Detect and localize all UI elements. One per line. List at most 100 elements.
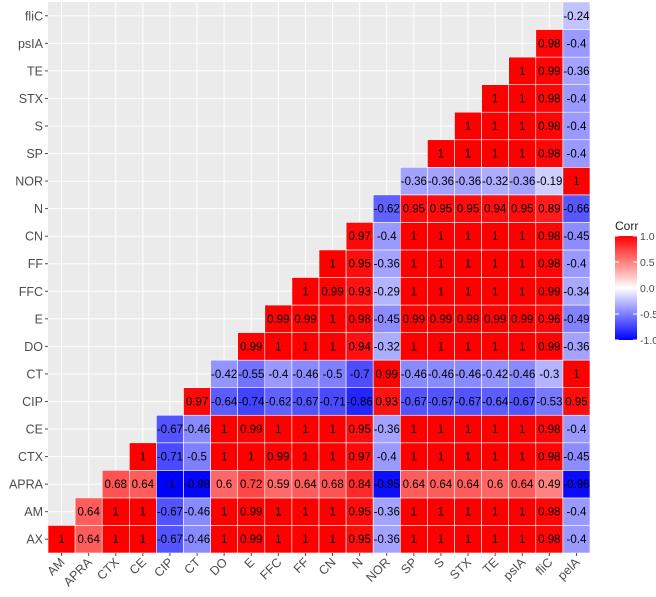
cell-value-label: 0.99 xyxy=(267,314,289,326)
cell-value-label: -0.45 xyxy=(563,452,589,464)
cell-value-label: -0.4 xyxy=(268,369,288,381)
cell-value-label: 1 xyxy=(438,452,444,464)
cell-value-label: 1 xyxy=(221,424,227,436)
legend: Corr 1.0 0.5 0.0 -0.5 -1.0 xyxy=(615,219,656,347)
heatmap-cell-AM-APRA xyxy=(74,497,103,526)
cell-value-label: 0.64 xyxy=(430,479,453,491)
cell-value-label: 1 xyxy=(465,452,471,464)
heatmap-cell-S-STX xyxy=(454,111,482,141)
cell-value-label: -0.42 xyxy=(211,369,237,381)
cell-value-label: 1 xyxy=(519,286,525,298)
cell-value-label: 1 xyxy=(465,259,471,271)
heatmap-cell-AX-FF xyxy=(291,525,320,554)
heatmap-cell-CN-N xyxy=(345,222,374,251)
cell-value-label: -0.46 xyxy=(401,369,427,381)
heatmap-cell-NOR-psIA xyxy=(508,167,537,196)
heatmap-cell-DO-TE xyxy=(481,332,510,361)
heatmap-cell-FFC-NOR xyxy=(372,277,401,306)
cell-value-label: -0.32 xyxy=(374,341,400,353)
cell-value-label: 1 xyxy=(519,452,525,464)
heatmap-cell-CIP-N xyxy=(345,387,374,416)
heatmap-cell-AM-FFC xyxy=(264,497,293,526)
y-tick-label: AX xyxy=(26,533,43,547)
heatmap-cell-CN-NOR xyxy=(372,222,401,251)
heatmap-cell-FF-psIA xyxy=(508,249,537,278)
heatmap-cell-AM-TE xyxy=(481,497,510,526)
cell-value-label: -0.29 xyxy=(374,286,400,298)
heatmap-cell-DO-FFC xyxy=(264,332,293,361)
heatmap-cell-AX-CT xyxy=(183,525,211,554)
heatmap-cell-CTX-TE xyxy=(481,442,510,471)
heatmap-cell-CE-NOR xyxy=(372,414,401,444)
cell-value-label: 0.49 xyxy=(538,479,560,491)
heatmap-cell-AX-FFC xyxy=(264,525,293,554)
heatmap-cell-APRA-CE xyxy=(129,470,157,499)
cell-value-label: 0.95 xyxy=(348,507,370,519)
y-tick-label: CIP xyxy=(22,395,43,409)
heatmap-cell-CTX-SP xyxy=(399,442,428,471)
cell-value-label: -0.96 xyxy=(563,479,589,491)
cell-value-label: -0.36 xyxy=(374,534,400,546)
cell-value-label: 1 xyxy=(438,534,444,546)
cell-value-label: 1 xyxy=(438,286,444,298)
cell-value-label: 1 xyxy=(492,93,498,105)
cell-value-label: -0.67 xyxy=(157,534,183,546)
heatmap-cell-E-NOR xyxy=(372,304,401,333)
cell-value-label: -0.36 xyxy=(509,176,535,188)
cell-value-label: 1 xyxy=(492,149,498,161)
heatmap-cell-CIP-pelA xyxy=(562,387,591,416)
y-axis: AX AM APRA CTX CE CIP CT DO E FFC FF CN N NOR SP S STX TE… xyxy=(9,9,48,547)
heatmap-cell-CT-N xyxy=(345,359,374,388)
cell-value-label: -0.46 xyxy=(184,507,210,519)
heatmap-cell-CTX-pelA xyxy=(562,442,591,471)
heatmap-cell-CTX-CT xyxy=(183,442,211,471)
heatmap-cell-E-psIA xyxy=(508,304,537,333)
cell-value-label: -0.3 xyxy=(539,369,559,381)
heatmap-cell-CE-pelA xyxy=(562,414,591,444)
cell-value-label: -0.32 xyxy=(482,176,508,188)
heatmap-cell-CN-SP xyxy=(399,222,428,251)
cell-value-label: 1 xyxy=(302,286,308,298)
cell-value-label: 1 xyxy=(465,424,471,436)
y-tick-label: FFC xyxy=(19,285,43,299)
cell-value-label: -0.66 xyxy=(563,204,589,216)
heatmap-cell-DO-pelA xyxy=(562,332,591,361)
cell-value-label: 1 xyxy=(275,507,281,519)
heatmap-cell-CE-TE xyxy=(481,414,510,444)
heatmap-cell-STX-TE xyxy=(481,84,510,113)
cell-value-label: -0.67 xyxy=(157,507,183,519)
cell-value-label: 1 xyxy=(519,259,525,271)
cell-value-label: 0.99 xyxy=(538,341,560,353)
cell-value-label: 0.99 xyxy=(240,341,262,353)
cell-value-label: -0.36 xyxy=(401,176,427,188)
cell-value-label: -0.46 xyxy=(184,534,210,546)
legend-tick-label: 0.0 xyxy=(640,283,655,295)
cell-value-label: -0.71 xyxy=(319,396,345,408)
heatmap-cell-FF-NOR xyxy=(372,249,401,278)
heatmap-cell-FFC-fliC xyxy=(535,277,564,306)
heatmap-cell-FFC-FF xyxy=(291,277,320,306)
cell-value-label: -0.42 xyxy=(482,369,508,381)
cell-value-label: 1 xyxy=(465,149,471,161)
cell-value-label: 1 xyxy=(275,341,281,353)
cell-value-label: -0.36 xyxy=(428,176,454,188)
cell-value-label: 1 xyxy=(519,424,525,436)
cell-value-label: 1 xyxy=(465,534,471,546)
y-tick-label: TE xyxy=(27,64,43,78)
cell-value-label: 0.96 xyxy=(538,314,560,326)
cell-value-label: 1 xyxy=(573,176,579,188)
heatmap-cell-CIP-CT xyxy=(183,387,211,416)
cell-value-label: 0.72 xyxy=(240,479,262,491)
cell-value-label: 1 xyxy=(519,149,525,161)
heatmap-cell-DO-N xyxy=(345,332,374,361)
cell-value-label: -0.98 xyxy=(184,479,210,491)
cell-value-label: 0.95 xyxy=(348,424,370,436)
cell-value-label: 0.64 xyxy=(132,479,155,491)
heatmap-cell-FF-pelA xyxy=(562,249,591,278)
cell-value-label: -0.4 xyxy=(567,534,587,546)
cell-value-label: -0.36 xyxy=(455,176,481,188)
cell-value-label: 1 xyxy=(519,231,525,243)
heatmap-cell-E-FFC xyxy=(264,304,293,333)
cell-value-label: -0.86 xyxy=(347,396,373,408)
heatmap-cell-CTX-CN xyxy=(318,442,347,471)
